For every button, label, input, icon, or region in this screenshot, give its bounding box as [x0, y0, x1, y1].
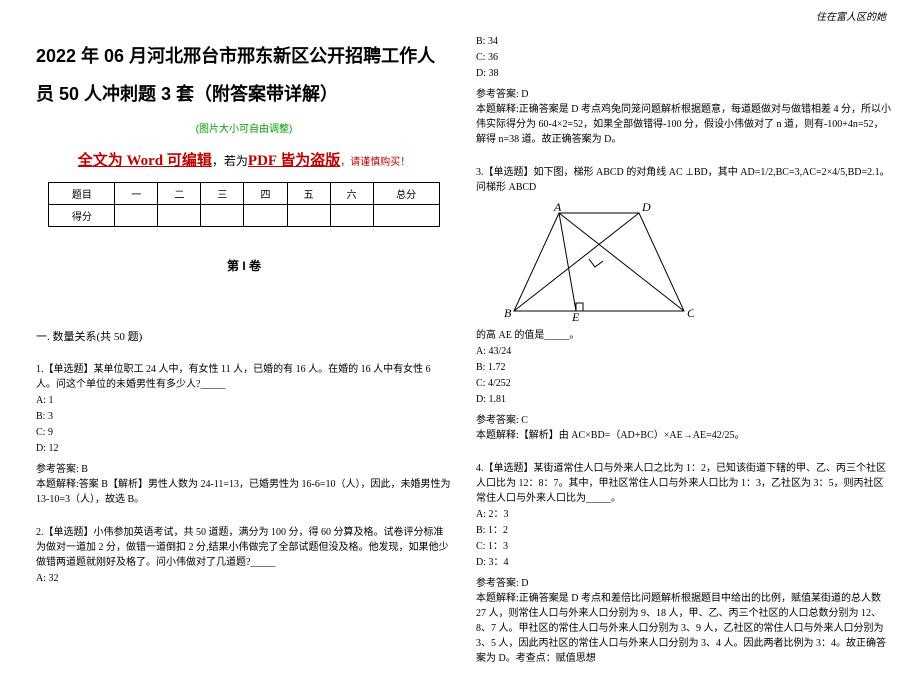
q3-opt-d: D: 1.81: [476, 392, 892, 407]
corner-tag: 住在富人区的她: [816, 8, 886, 23]
td: [244, 204, 287, 226]
notice-part1: 全文为 Word 可编辑: [78, 154, 212, 169]
q2-stem: 2.【单选题】小伟参加英语考试，共 50 道题，满分为 100 分，得 60 分…: [36, 525, 452, 570]
th: 得分: [49, 204, 115, 226]
q3-opt-a: A: 43/24: [476, 344, 892, 359]
th: 六: [330, 182, 373, 204]
th: 一: [115, 182, 158, 204]
q3-stem: 3.【单选题】如下图，梯形 ABCD 的对角线 AC ⊥BD，其中 AD=1/2…: [476, 165, 892, 195]
th: 五: [287, 182, 330, 204]
q3-opt-c: C: 4/252: [476, 376, 892, 391]
th: 四: [244, 182, 287, 204]
q4-answer-label: 参考答案: D: [476, 576, 892, 591]
table-row: 得分: [49, 204, 439, 226]
q4-answer-body: 本题解释:正确答案是 D 考点和差倍比问题解析根据题目中给出的比例，赋值某街道的…: [476, 591, 892, 666]
td: [158, 204, 201, 226]
td: [330, 204, 373, 226]
question-2: 2.【单选题】小伟参加英语考试，共 50 道题，满分为 100 分，得 60 分…: [36, 525, 452, 586]
q2-answer-body: 本题解释:正确答案是 D 考点鸡兔同笼问题解析根据题意，每道题做对与做错相差 4…: [476, 102, 892, 147]
volume-heading: 第 I 卷: [36, 257, 452, 274]
q1-answer-label: 参考答案: B: [36, 462, 452, 477]
q3-opt-b: B: 1.72: [476, 360, 892, 375]
question-3: 3.【单选题】如下图，梯形 ABCD 的对角线 AC ⊥BD，其中 AD=1/2…: [476, 165, 892, 443]
q2-answer-label: 参考答案: D: [476, 87, 892, 102]
trapezoid-diagram: A D B C E: [504, 201, 892, 326]
q4-opt-d: D: 3：4: [476, 555, 892, 570]
q1-opt-a: A: 1: [36, 393, 452, 408]
th: 总分: [373, 182, 439, 204]
q4-stem: 4.【单选题】某街道常住人口与外来人口之比为 1：2，已知该街道下辖的甲、乙、丙…: [476, 461, 892, 506]
th: 三: [201, 182, 244, 204]
score-table: 题目 一 二 三 四 五 六 总分 得分: [48, 182, 439, 227]
td: [201, 204, 244, 226]
q2-opt-d: D: 38: [476, 66, 892, 81]
q4-opt-c: C: 1：3: [476, 539, 892, 554]
q1-opt-b: B: 3: [36, 409, 452, 424]
label-a: A: [553, 201, 562, 214]
question-4: 4.【单选题】某街道常住人口与外来人口之比为 1：2，已知该街道下辖的甲、乙、丙…: [476, 461, 892, 666]
image-caption: (图片大小可自由调整): [36, 120, 452, 135]
page-root: 2022 年 06 月河北邢台市邢东新区公开招聘工作人员 50 人冲刺题 3 套…: [0, 0, 920, 676]
th: 二: [158, 182, 201, 204]
q1-opt-d: D: 12: [36, 441, 452, 456]
label-c: C: [687, 306, 694, 320]
th: 题目: [49, 182, 115, 204]
q4-opt-a: A: 2：3: [476, 507, 892, 522]
q3-answer-body: 本题解释:【解析】由 AC×BD=（AD+BC）×AE→AE=42/25。: [476, 428, 892, 443]
trapezoid-svg: A D B C E: [504, 201, 694, 321]
q2-opt-c: C: 36: [476, 50, 892, 65]
notice-part2: PDF 皆为盗版: [248, 154, 340, 169]
td: [115, 204, 158, 226]
question-1: 1.【单选题】某单位职工 24 人中，有女性 11 人，已婚的有 16 人。在婚…: [36, 362, 452, 507]
q3-tail: 的高 AE 的值是_____。: [476, 328, 892, 343]
notice-tail: ，请谨慎购买！: [340, 157, 410, 168]
q3-answer-label: 参考答案: C: [476, 413, 892, 428]
left-column: 2022 年 06 月河北邢台市邢东新区公开招聘工作人员 50 人冲刺题 3 套…: [36, 10, 452, 666]
notice-mid: ，若为: [212, 154, 248, 168]
label-b: B: [504, 306, 512, 320]
document-title: 2022 年 06 月河北邢台市邢东新区公开招聘工作人员 50 人冲刺题 3 套…: [36, 38, 452, 114]
section-heading: 一. 数量关系(共 50 题): [36, 328, 452, 344]
piracy-notice: 全文为 Word 可编辑，若为PDF 皆为盗版，请谨慎购买！: [36, 149, 452, 170]
td: [373, 204, 439, 226]
q1-stem: 1.【单选题】某单位职工 24 人中，有女性 11 人，已婚的有 16 人。在婚…: [36, 362, 452, 392]
q2-opt-a: A: 32: [36, 571, 452, 586]
table-row: 题目 一 二 三 四 五 六 总分: [49, 182, 439, 204]
right-column: B: 34 C: 36 D: 38 参考答案: D 本题解释:正确答案是 D 考…: [476, 10, 892, 666]
q1-opt-c: C: 9: [36, 425, 452, 440]
label-d: D: [641, 201, 651, 214]
q2-opt-b: B: 34: [476, 34, 892, 49]
question-2-cont: B: 34 C: 36 D: 38 参考答案: D 本题解释:正确答案是 D 考…: [476, 34, 892, 147]
td: [287, 204, 330, 226]
label-e: E: [571, 310, 580, 321]
q4-opt-b: B: 1：2: [476, 523, 892, 538]
q1-answer-body: 本题解释:答案 B【解析】男性人数为 24-11=13，已婚男性为 16-6=1…: [36, 477, 452, 507]
